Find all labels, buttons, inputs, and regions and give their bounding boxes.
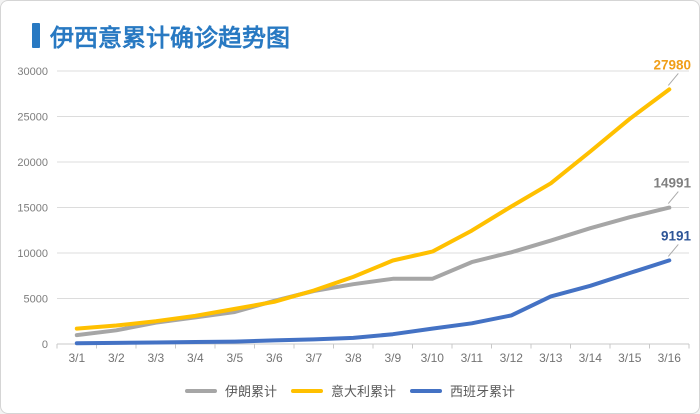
- x-axis-tick-label: 3/15: [618, 351, 642, 365]
- series-end-value-label: 14991: [653, 176, 691, 191]
- trend-line-chart: 0 5000 10000 15000 20000 25000 30000 3/1 3/2 3/3 3…: [17, 57, 692, 365]
- x-axis-tick-label: 3/7: [305, 351, 322, 365]
- x-axis-tick-label: 3/11: [461, 351, 484, 365]
- x-axis-tick-label: 3/2: [108, 351, 125, 365]
- series-end-value-label: 27980: [653, 57, 691, 72]
- y-axis-tick-label: 20000: [17, 157, 48, 169]
- x-axis-tick-label: 3/6: [266, 351, 283, 365]
- legend-item: 意大利累计: [290, 381, 396, 400]
- series-line-0: [74, 205, 672, 338]
- legend-item: 西班牙累计: [410, 381, 515, 400]
- x-axis-tick-label: 3/13: [539, 351, 563, 365]
- data-label-leader: [667, 73, 679, 86]
- series-end-value-label: 9191: [661, 228, 692, 243]
- data-label-leader: [667, 244, 679, 257]
- x-axis-tick-label: 3/8: [345, 351, 362, 365]
- legend-item: 伊朗累计: [184, 381, 277, 400]
- legend-label: 西班牙累计: [450, 384, 516, 399]
- legend-line-swatch: [184, 388, 217, 393]
- legend-label: 意大利累计: [330, 384, 396, 399]
- x-axis-tick-label: 3/9: [384, 351, 401, 365]
- chart-legend: 伊朗累计 意大利累计 西班牙累计: [1, 381, 699, 400]
- legend-label: 伊朗累计: [224, 384, 277, 399]
- chart-title-row: 伊西意累计确诊趋势图: [32, 18, 290, 53]
- x-axis-tick-label: 3/1: [68, 351, 85, 365]
- series-line-1: [74, 87, 672, 331]
- legend-line-swatch: [410, 388, 442, 393]
- y-axis-tick-label: 5000: [24, 294, 48, 306]
- x-axis-tick-label: 3/14: [579, 351, 603, 365]
- y-axis-tick-label: 10000: [17, 248, 48, 260]
- x-axis-tick-label: 3/4: [187, 351, 204, 365]
- series-line-2: [74, 258, 672, 346]
- y-axis-tick-label: 0: [42, 339, 48, 351]
- y-axis-tick-label: 30000: [17, 66, 48, 78]
- x-axis-tick-label: 3/10: [421, 351, 445, 365]
- title-accent-bar: [32, 23, 40, 48]
- y-axis-tick-label: 15000: [17, 203, 48, 215]
- y-axis-tick-label: 25000: [17, 112, 48, 124]
- x-axis-tick-label: 3/5: [226, 351, 243, 365]
- x-axis-tick-label: 3/3: [147, 351, 164, 365]
- x-axis-tick-label: 3/16: [658, 351, 682, 365]
- data-label-leader: [667, 191, 679, 204]
- x-axis-tick-label: 3/12: [500, 351, 524, 365]
- chart-title: 伊西意累计确诊趋势图: [50, 25, 290, 52]
- legend-line-swatch: [290, 388, 323, 393]
